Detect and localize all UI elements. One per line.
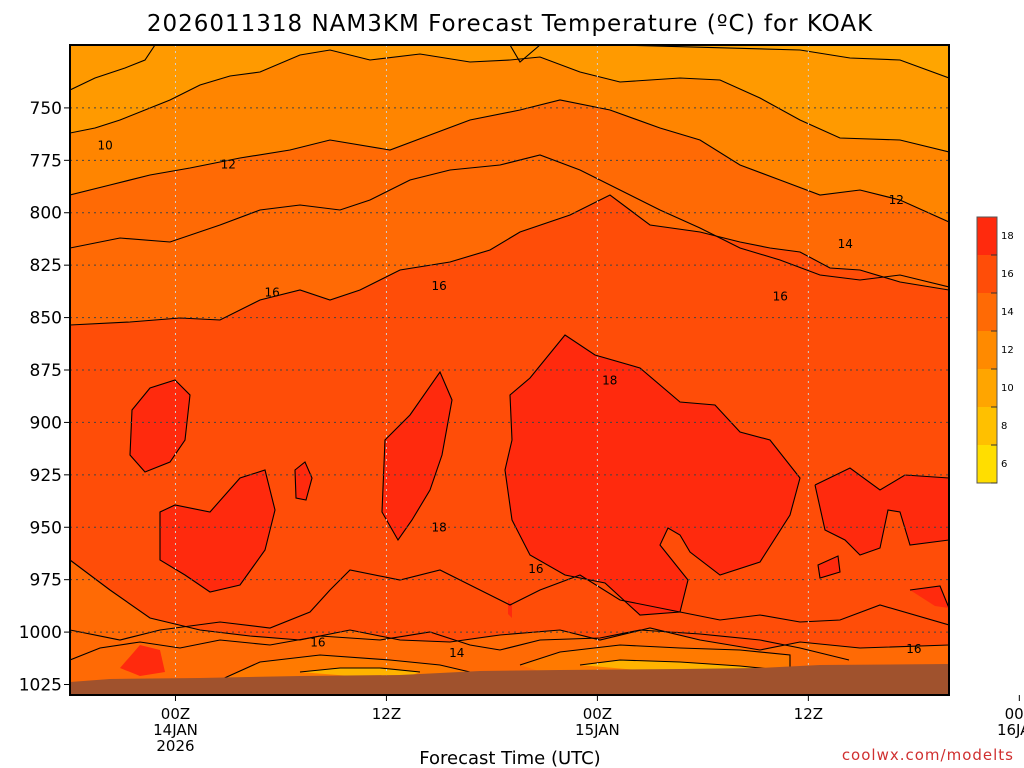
contour-line-18 (129, 334, 949, 616)
colorbar-label: 18 (1001, 231, 1014, 242)
y-tick-label: 800 (30, 204, 62, 224)
chart-title: 2026011318 NAM3KM Forecast Temperature (… (147, 11, 873, 37)
contour-label: 16 (265, 285, 280, 299)
contour-label: 12 (221, 158, 236, 172)
contour-line-16-upper (70, 194, 949, 326)
contour-label: 16 (432, 279, 447, 293)
colorbar-swatch (977, 293, 997, 331)
contour-line-16-lower (70, 559, 949, 651)
y-axis: 750 775 800 825 850 875 900 925 950 975 1000 1025 (19, 99, 70, 696)
credit-text: coolwx.com/modelts (842, 746, 1014, 764)
y-tick-label: 1000 (19, 623, 62, 643)
y-tick-label: 925 (30, 466, 62, 486)
temperature-band-18-plus (120, 335, 949, 676)
y-tick-label: 950 (30, 518, 62, 538)
x-tick-label: 00Z (1005, 705, 1024, 723)
x-tick-label: 00Z (583, 705, 612, 723)
contour-label: 14 (449, 646, 464, 660)
plot-area: 101216161614121618181816161416121210 (70, 45, 963, 695)
contour-label: 18 (602, 373, 617, 387)
colorbar-swatch (977, 217, 997, 255)
contour-label: 10 (98, 139, 113, 153)
y-tick-label: 750 (30, 99, 62, 119)
colorbar-swatch (977, 255, 997, 293)
y-tick-label: 850 (30, 309, 62, 329)
temperature-band-10-12 (70, 45, 949, 152)
contour-label: 18 (948, 518, 963, 532)
ground-terrain (70, 664, 949, 695)
x-tick-label: 00Z (161, 705, 190, 723)
y-tick-label: 975 (30, 571, 62, 591)
colorbar-swatch (977, 369, 997, 407)
colorbar-label: 8 (1001, 421, 1007, 432)
y-tick-label: 875 (30, 361, 62, 381)
colorbar-label: 12 (1001, 345, 1014, 356)
x-axis-label: Forecast Time (UTC) (419, 748, 600, 768)
contour-label: 18 (432, 520, 447, 534)
colorbar-swatch (977, 445, 997, 483)
y-tick-label: 775 (30, 151, 62, 171)
x-tick-label: 14JAN (153, 721, 198, 739)
colorbar-swatch (977, 407, 997, 445)
colorbar-label: 10 (1001, 383, 1014, 394)
contour-line-12-near-surface (219, 644, 791, 681)
contour-line-14-near-surface (70, 629, 850, 661)
contour-line-14 (70, 99, 949, 223)
near-surface-cool-band (300, 660, 770, 680)
x-tick-label: 2026 (156, 737, 194, 755)
colorbar-label: 16 (1001, 269, 1014, 280)
contour-label: 14 (838, 237, 853, 251)
temperature-band-12-14 (70, 50, 949, 222)
colorbar-label: 6 (1001, 459, 1007, 470)
contour-line-12 (70, 49, 949, 153)
temperature-band-8-10 (70, 45, 949, 90)
colorbar-frame (976, 216, 998, 484)
x-axis: 00Z14JAN202612Z00Z15JAN12Z00Z16JAN (153, 695, 1024, 755)
y-tick-label: 1025 (19, 676, 62, 696)
x-tick-label: 16JAN (997, 721, 1024, 739)
contour-label: 16 (906, 642, 921, 656)
x-tick-label: 12Z (794, 705, 823, 723)
contour-label: 16 (310, 636, 325, 650)
contour-line-10-near-surface (299, 659, 771, 673)
y-tick-label: 825 (30, 256, 62, 276)
y-tick-label: 900 (30, 413, 62, 433)
temperature-band-14-16 (70, 100, 949, 695)
gridlines (70, 45, 949, 695)
contour-line-10 (70, 45, 949, 91)
colorbar: 18 16 14 12 10 8 6 (976, 216, 1014, 484)
colorbar-label: 14 (1001, 307, 1014, 318)
x-tick-label: 12Z (372, 705, 401, 723)
contour-label: 16 (773, 290, 788, 304)
colorbar-swatch (977, 331, 997, 369)
contour-label: 12 (889, 193, 904, 207)
contour-label: 16 (528, 562, 543, 576)
x-tick-label: 15JAN (575, 721, 620, 739)
contour-line-16-bottom (70, 569, 949, 641)
